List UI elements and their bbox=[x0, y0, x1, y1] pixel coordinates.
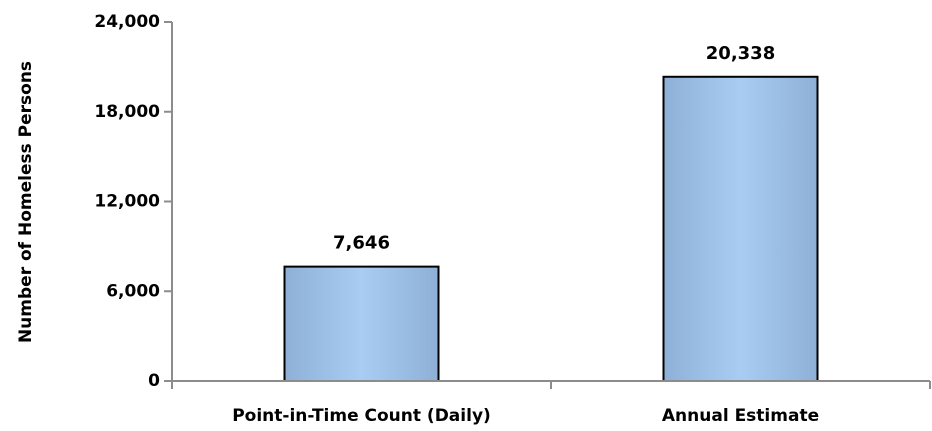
x-category-label: Annual Estimate bbox=[662, 406, 819, 426]
bar bbox=[662, 75, 819, 383]
y-tick-label: 18,000 bbox=[94, 102, 160, 122]
y-tick-label: 12,000 bbox=[94, 192, 160, 212]
axes bbox=[171, 22, 931, 389]
bar bbox=[283, 265, 440, 382]
category-labels: Point-in-Time Count (Daily) Annual Estima… bbox=[232, 406, 819, 426]
x-category-label: Point-in-Time Count (Daily) bbox=[232, 406, 491, 426]
y-tick-label: 24,000 bbox=[94, 12, 160, 32]
data-label: 20,338 bbox=[706, 43, 775, 64]
y-tick-label: 0 bbox=[148, 371, 160, 391]
bars: 7,646 20,338 bbox=[283, 43, 819, 383]
y-axis-ticks: 0 6,000 12,000 18,000 24,000 bbox=[94, 12, 172, 391]
data-label: 7,646 bbox=[333, 233, 390, 254]
y-tick-label: 6,000 bbox=[106, 281, 160, 301]
y-axis-label: Number of Homeless Persons bbox=[16, 61, 36, 343]
